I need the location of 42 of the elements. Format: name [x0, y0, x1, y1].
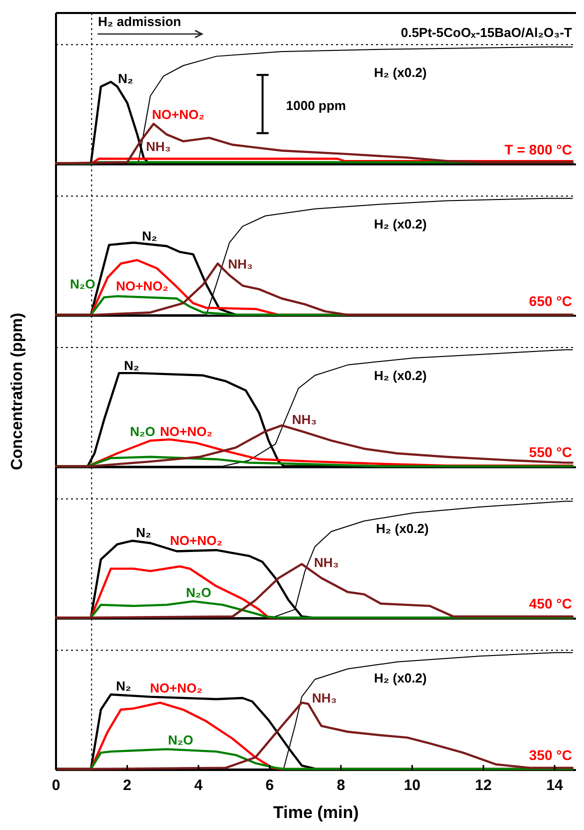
annotation: 1000 ppm: [286, 98, 346, 114]
series-label: NO+NO₂: [116, 278, 169, 294]
annotation: T = 800 °C: [504, 141, 572, 158]
text: NO+NO₂: [152, 107, 205, 122]
series-label: N₂: [136, 525, 152, 540]
x-tick-label: 2: [123, 777, 132, 794]
series-label: NH₃: [292, 412, 317, 427]
x-tick-label: 12: [475, 777, 492, 794]
series-label: N₂O: [186, 585, 212, 600]
series-label: N₂O: [130, 424, 156, 439]
annotation: 350 °C: [529, 747, 572, 763]
x-tick-label: 10: [404, 777, 421, 794]
series-label: N₂: [118, 71, 134, 86]
series-label: H₂ (x0.2): [376, 521, 429, 536]
series-label: H₂ (x0.2): [374, 368, 427, 383]
series-label: N₂: [124, 358, 140, 373]
text: H₂ admission: [98, 14, 182, 29]
series-label: NO+NO₂: [150, 680, 203, 696]
series-label: NH₃: [312, 690, 337, 706]
series-label: H₂ (x0.2): [374, 216, 427, 232]
series-label: NH₃: [228, 256, 253, 272]
annotation: 650 °C: [529, 292, 572, 309]
x-tick-label: 14: [546, 777, 564, 794]
y-axis-title: Concentration (ppm): [9, 312, 26, 470]
series-label: NH₃: [314, 555, 339, 570]
series-label: NH₃: [146, 139, 171, 154]
x-tick-label: 0: [52, 777, 60, 794]
series-label: H₂ (x0.2): [374, 65, 427, 80]
series-label: N₂O: [168, 732, 194, 748]
series-label: NO+NO₂: [160, 424, 213, 439]
x-axis-title: Time (min): [273, 803, 359, 822]
annotation: 450 °C: [529, 596, 572, 612]
series-label: N₂O: [70, 276, 96, 292]
series-label: H₂ (x0.2): [374, 670, 427, 686]
annotation: 550 °C: [529, 444, 572, 460]
series-label: NO+NO₂: [170, 533, 223, 548]
x-tick-label: 4: [194, 777, 204, 794]
x-tick-label: 8: [336, 777, 346, 794]
series-label: N₂: [116, 678, 132, 694]
series-label: N₂: [142, 228, 158, 244]
x-tick-label: 6: [266, 777, 274, 794]
text: 0.5Pt-5CoOₓ-15BaO/Al₂O₃-T: [400, 25, 572, 40]
